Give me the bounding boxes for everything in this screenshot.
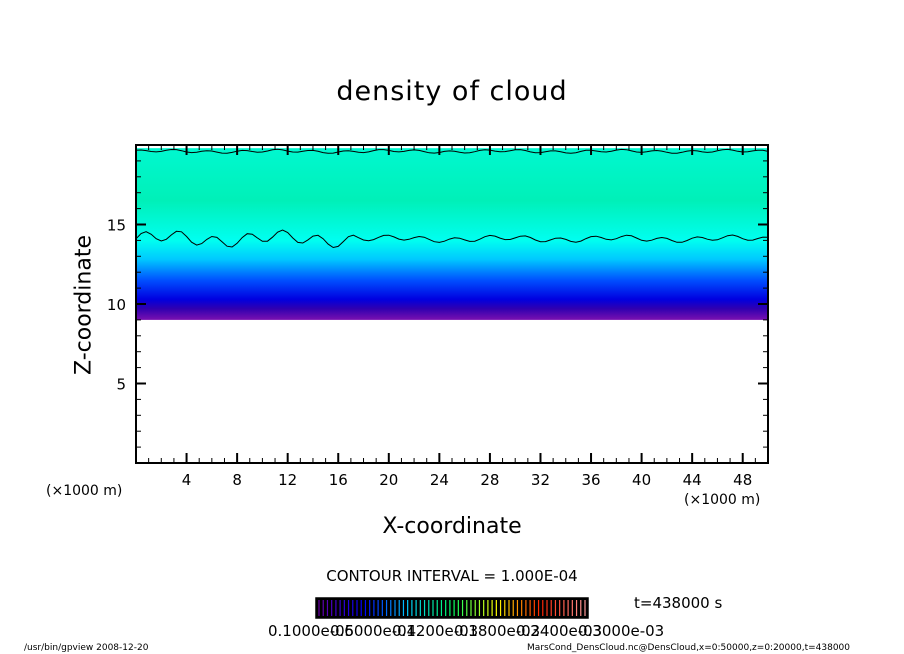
x-axis-label: X-coordinate bbox=[382, 514, 522, 539]
colorbar-frame bbox=[315, 597, 589, 619]
contour-interval: CONTOUR INTERVAL = 1.000E-04 bbox=[326, 567, 578, 585]
footer-left: /usr/bin/gpview 2008-12-20 bbox=[24, 643, 149, 653]
chart-title: density of cloud bbox=[336, 76, 568, 107]
y-axis-label: Z-coordinate bbox=[71, 235, 97, 375]
colorbar-label: 0.6000e-04 bbox=[330, 622, 417, 640]
x-axis-unit: (×1000 m) bbox=[684, 492, 761, 508]
plot-frame bbox=[135, 144, 769, 464]
contour-line bbox=[135, 148, 769, 154]
colorbar-label: 0.1200e-03 bbox=[392, 622, 479, 640]
x-tick-label: 16 bbox=[329, 471, 348, 489]
contour-line bbox=[135, 229, 769, 249]
colorbar-label: 0.2400e-03 bbox=[516, 622, 603, 640]
y-axis-unit: (×1000 m) bbox=[46, 483, 123, 499]
x-tick-label: 20 bbox=[379, 471, 398, 489]
y-tick-label: 10 bbox=[107, 296, 126, 314]
y-tick-label: 15 bbox=[107, 217, 126, 235]
x-tick-label: 4 bbox=[182, 471, 192, 489]
x-tick-label: 44 bbox=[683, 471, 702, 489]
colorbar-label: 0.1000e-05 bbox=[268, 622, 355, 640]
time-label: t=438000 s bbox=[634, 594, 723, 612]
colorbar bbox=[316, 598, 588, 618]
colorbar-label: 0.3000e-03 bbox=[578, 622, 665, 640]
colorbar-label: 0.1800e-03 bbox=[454, 622, 541, 640]
x-tick-label: 8 bbox=[232, 471, 242, 489]
cloud-density-fill bbox=[136, 148, 768, 320]
x-tick-label: 24 bbox=[430, 471, 449, 489]
x-tick-label: 28 bbox=[480, 471, 499, 489]
x-tick-label: 32 bbox=[531, 471, 550, 489]
x-tick-label: 12 bbox=[278, 471, 297, 489]
x-tick-label: 40 bbox=[632, 471, 651, 489]
y-tick-label: 5 bbox=[116, 376, 126, 394]
x-tick-label: 48 bbox=[733, 471, 752, 489]
footer-right: MarsCond_DensCloud.nc@DensCloud,x=0:5000… bbox=[527, 643, 850, 653]
x-tick-label: 36 bbox=[581, 471, 600, 489]
